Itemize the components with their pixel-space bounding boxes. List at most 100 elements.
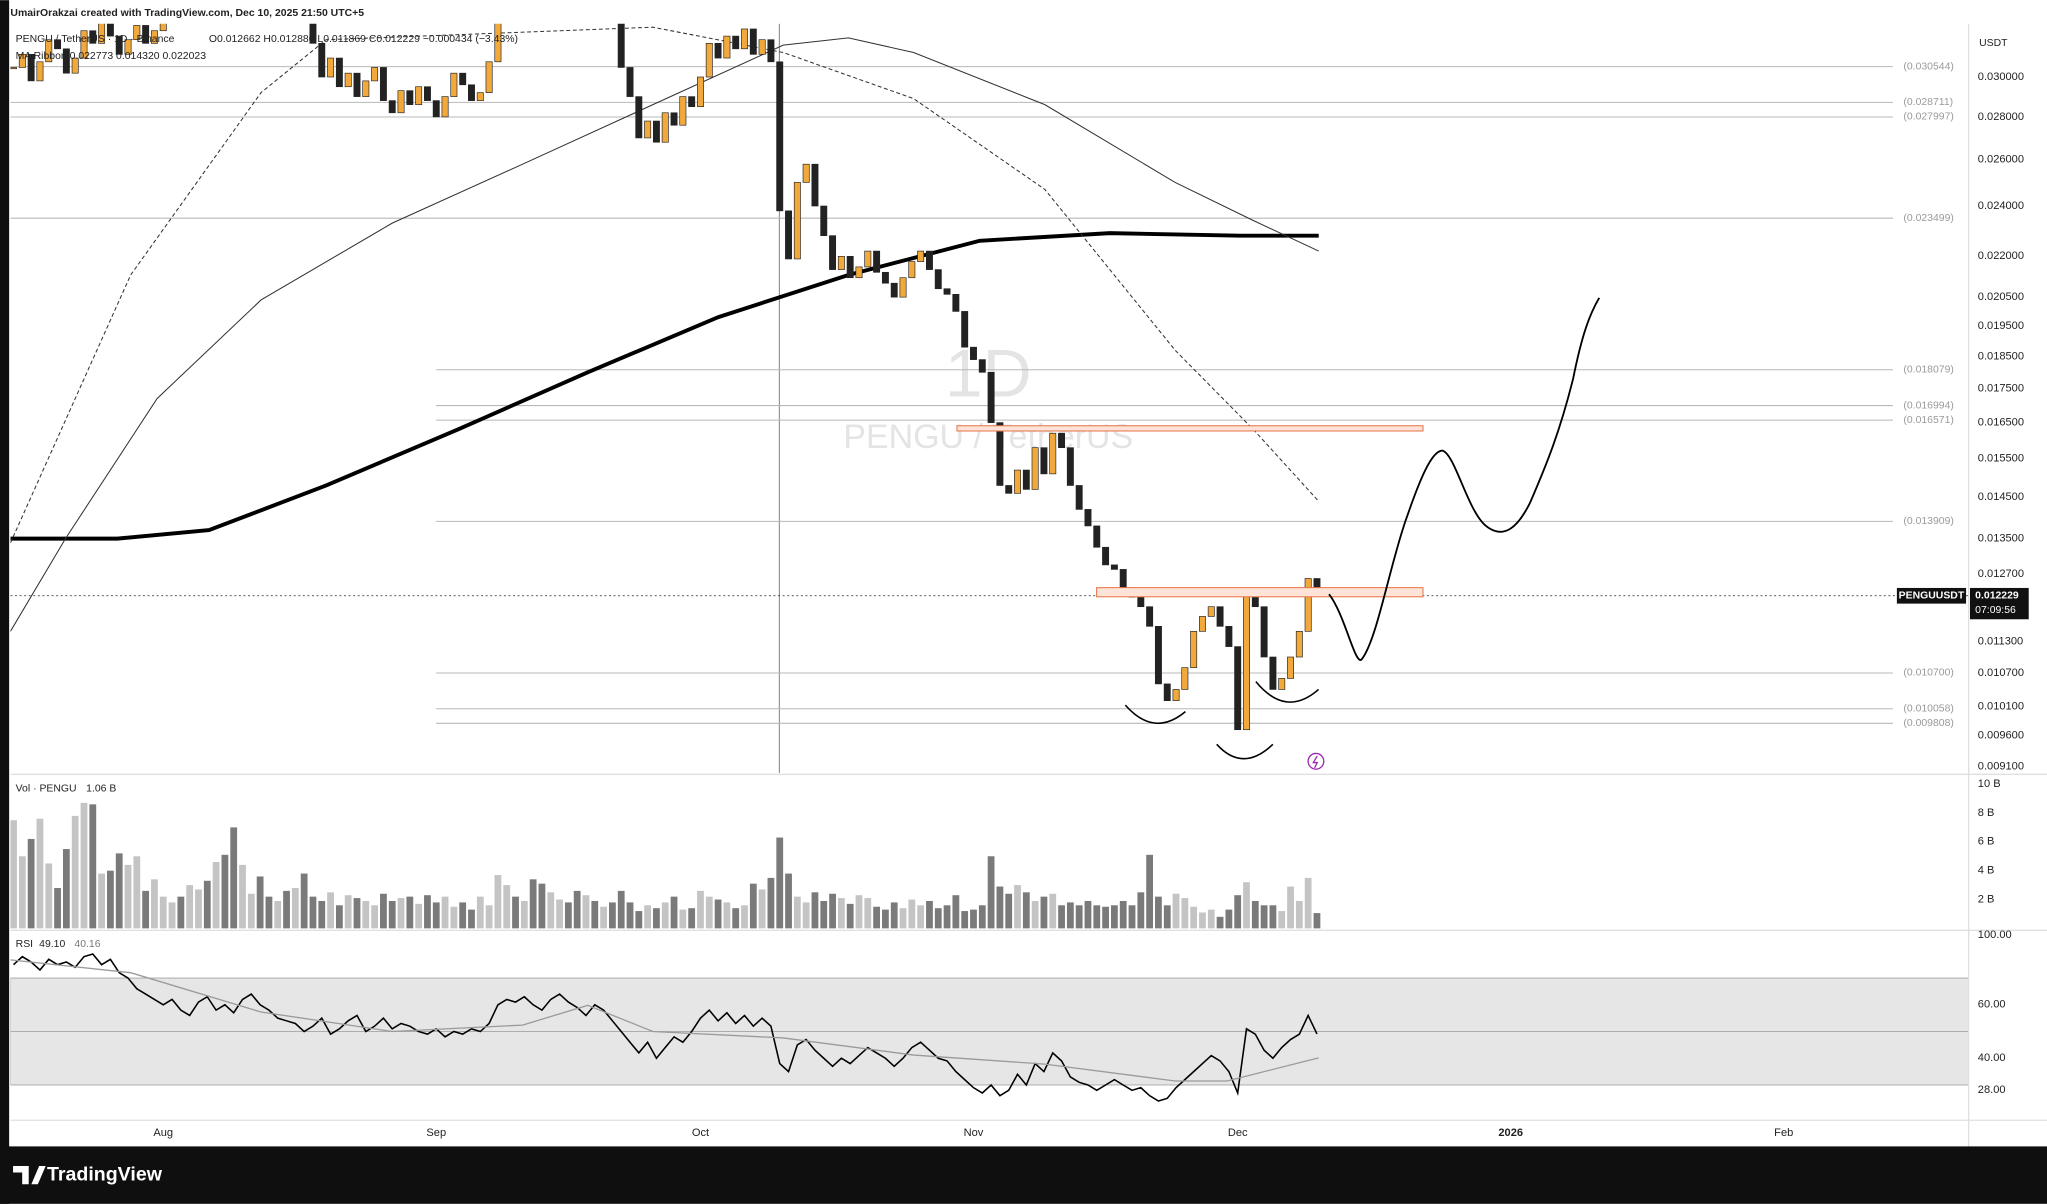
candle [1234, 646, 1242, 731]
candle [459, 72, 467, 86]
volume-bar [1111, 905, 1118, 929]
alert-icon[interactable] [1307, 752, 1325, 770]
volume-bar [476, 896, 484, 929]
volume-bar [520, 900, 528, 929]
candle [1137, 596, 1145, 608]
legend-ohlc: O0.012662 H0.012880 L0.011869 C0.012229 … [209, 34, 518, 45]
candle [846, 255, 854, 279]
candle [1154, 625, 1162, 685]
volume-bar [54, 887, 61, 929]
rsi-tick-label: 28.00 [1978, 1084, 2006, 1096]
volume-bar [749, 883, 757, 929]
drawings [956, 297, 1601, 770]
rsi-tick-label: 40.00 [1978, 1052, 2006, 1064]
candle [1225, 625, 1233, 647]
candle [670, 112, 678, 126]
candle [142, 25, 150, 44]
volume-bar [1304, 877, 1312, 929]
volume-bar [864, 898, 872, 929]
volume-bar [1040, 896, 1048, 929]
volume-bar [344, 895, 352, 929]
arc [1255, 681, 1320, 703]
candle [45, 39, 53, 63]
volume-bar [547, 892, 555, 929]
candle [371, 67, 379, 82]
rsi-line [10, 959, 1319, 1082]
candle [732, 35, 740, 50]
volume-bar [723, 902, 731, 929]
y-tick-label: 0.010100 [1978, 700, 2024, 712]
y-tick-label: 0.020500 [1978, 291, 2024, 303]
volume-last: 1.06 B [86, 783, 116, 794]
rsi-pane [10, 953, 1969, 1102]
y-tick-label: 0.009600 [1978, 730, 2024, 742]
arc [1124, 704, 1186, 725]
candle [881, 271, 889, 284]
x-tick-label: Oct [692, 1127, 709, 1139]
volume-bar [397, 898, 405, 929]
volume-bar [335, 905, 343, 929]
volume-bar [221, 854, 229, 929]
moving-average [10, 37, 1319, 632]
volume-bar [1058, 905, 1065, 929]
y-tick-label: 0.016500 [1978, 417, 2024, 429]
volume-bar [961, 911, 969, 929]
volume-bar [837, 898, 845, 929]
volume-bar [274, 900, 282, 929]
volume-bar [661, 902, 669, 929]
volume-bar [1014, 885, 1021, 929]
zone-box [1096, 587, 1424, 598]
candle [661, 112, 669, 143]
volume-bar [855, 895, 863, 929]
x-tick-label: Aug [153, 1127, 173, 1139]
candle [1163, 683, 1171, 701]
volume-bar [503, 885, 511, 929]
volume-bar [1295, 900, 1303, 929]
volume-bar [899, 908, 907, 929]
level-label: (0.018079) [1903, 365, 1954, 376]
volume-bar [485, 905, 493, 929]
candle [679, 96, 687, 126]
candle [80, 30, 88, 59]
y-tick-label: 0.017500 [1978, 383, 2024, 395]
volume-bar [18, 856, 26, 929]
level-label: (0.016994) [1903, 400, 1954, 411]
volume-bar [741, 905, 748, 929]
volume-bar [970, 909, 977, 929]
x-tick-label: 2026 [1498, 1127, 1523, 1139]
volume-bar [159, 896, 167, 929]
candle [793, 182, 801, 260]
volume-bar [62, 849, 70, 929]
rsi-ma-value: 40.16 [74, 939, 100, 950]
volume-bar [793, 896, 801, 929]
volume-bar [1155, 896, 1162, 929]
y-tick-label: 0.019500 [1978, 320, 2024, 332]
volume-bar [785, 873, 792, 929]
rsi-tick-label: 60.00 [1978, 999, 2006, 1011]
candle [723, 35, 731, 59]
candle [124, 39, 132, 55]
x-tick-label: Feb [1774, 1127, 1793, 1139]
volume-bar [697, 890, 704, 929]
y-tick-label: 0.015500 [1978, 453, 2024, 465]
candle [71, 57, 79, 74]
volume-bar [996, 886, 1004, 929]
volume-bar [71, 815, 79, 929]
volume-bar [776, 837, 784, 929]
candle [62, 48, 70, 74]
brand: TradingView [47, 1163, 163, 1185]
volume-bar [714, 899, 722, 929]
moving-average [10, 231, 1319, 541]
currency-label: USDT [1979, 38, 2008, 49]
candle [749, 28, 757, 55]
axes [10, 23, 2047, 1147]
volume-bar [1049, 893, 1057, 929]
volume-bar [283, 890, 290, 929]
candle [54, 39, 62, 50]
x-tick-label: Sep [426, 1127, 446, 1139]
candle [785, 210, 792, 260]
candle [318, 43, 326, 78]
candle [714, 43, 722, 59]
candle [741, 28, 748, 50]
